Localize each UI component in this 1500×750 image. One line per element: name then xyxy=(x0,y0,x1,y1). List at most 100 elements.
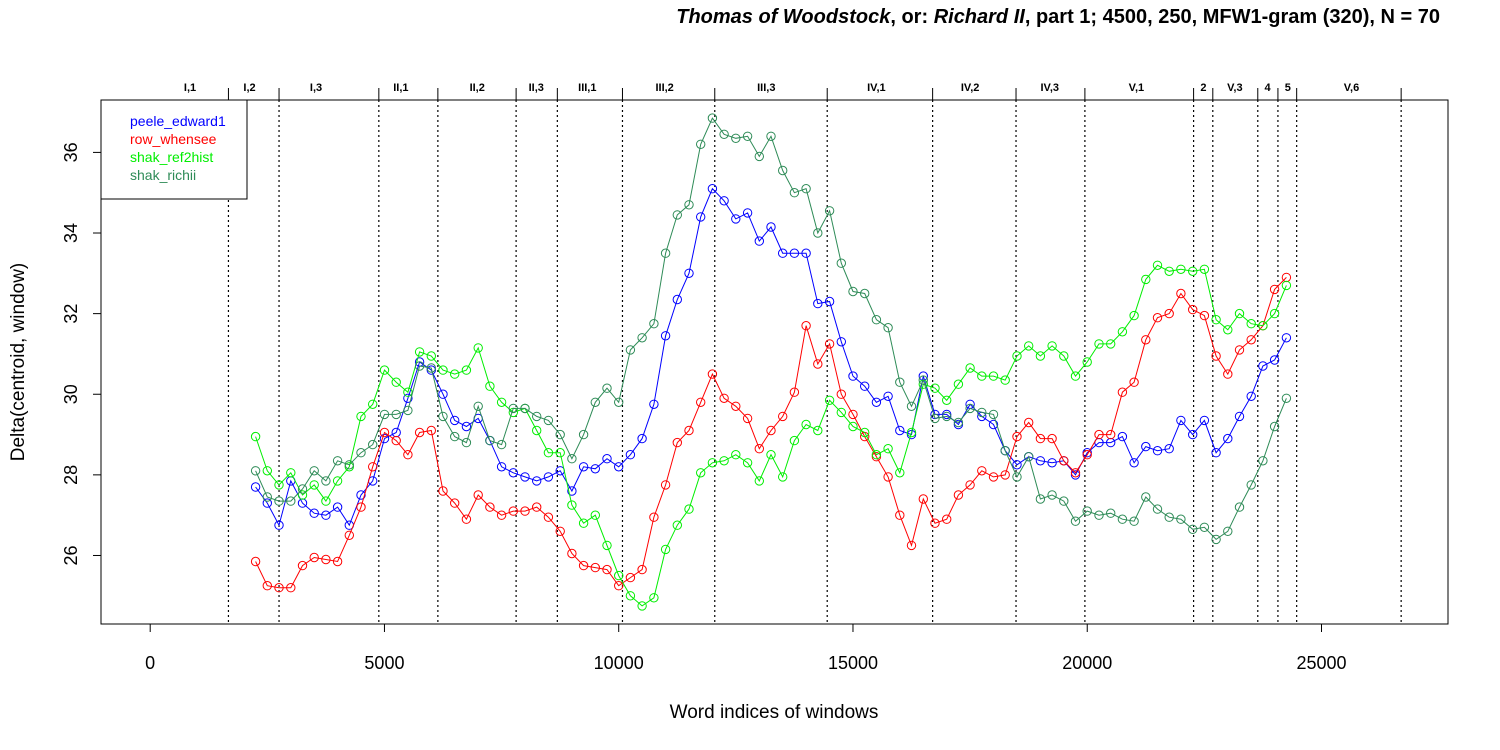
data-point xyxy=(450,415,460,426)
data-point xyxy=(965,480,975,490)
data-point xyxy=(485,381,495,391)
data-point xyxy=(1117,387,1128,397)
data-point xyxy=(1059,456,1069,466)
data-point xyxy=(274,520,284,530)
data-point xyxy=(625,572,636,583)
series-line xyxy=(255,264,1287,607)
data-point xyxy=(1000,446,1010,456)
data-point xyxy=(1234,411,1245,422)
data-point xyxy=(1012,460,1022,470)
data-point xyxy=(1035,351,1046,361)
data-point xyxy=(403,405,413,416)
data-point xyxy=(508,468,518,478)
data-point xyxy=(391,409,401,420)
y-tick-label: 32 xyxy=(61,304,81,324)
data-point xyxy=(813,298,823,309)
data-point xyxy=(578,462,589,472)
data-point xyxy=(1199,415,1210,426)
data-point xyxy=(602,540,612,551)
data-point xyxy=(379,365,390,375)
data-point xyxy=(660,248,671,258)
scene-label: II,1 xyxy=(393,82,408,94)
data-point xyxy=(953,490,964,500)
data-point xyxy=(1281,272,1292,283)
data-point xyxy=(883,472,893,482)
data-point xyxy=(1141,274,1151,285)
data-point xyxy=(672,437,682,448)
data-point xyxy=(1129,377,1139,387)
series-line xyxy=(255,117,1287,541)
data-point xyxy=(426,363,436,373)
scene-label: III,1 xyxy=(578,82,596,94)
data-point xyxy=(1223,433,1233,444)
data-point xyxy=(1129,310,1139,321)
data-point xyxy=(1117,514,1128,524)
data-point xyxy=(965,363,975,373)
x-tick-label: 20000 xyxy=(1062,653,1112,673)
data-point xyxy=(1082,357,1092,367)
data-point xyxy=(1211,351,1221,361)
data-point xyxy=(766,222,776,232)
data-point xyxy=(930,383,940,393)
data-point xyxy=(344,460,354,470)
data-point xyxy=(250,431,261,442)
data-point xyxy=(625,591,636,601)
data-point xyxy=(953,379,964,389)
data-point xyxy=(1246,335,1256,345)
scene-label: II,2 xyxy=(470,82,485,94)
data-point xyxy=(590,510,600,520)
data-point xyxy=(321,496,331,506)
data-point xyxy=(660,480,671,490)
data-point xyxy=(403,387,413,397)
data-point xyxy=(824,296,835,307)
x-axis-label: Word indices of windows xyxy=(670,702,879,723)
data-point xyxy=(766,425,776,436)
data-point xyxy=(895,425,905,436)
data-point xyxy=(473,490,483,500)
plot-frame xyxy=(100,99,1449,625)
data-point xyxy=(567,486,577,496)
data-point xyxy=(602,454,612,464)
data-point xyxy=(930,413,940,424)
data-point xyxy=(895,377,905,387)
data-point xyxy=(368,439,378,450)
data-point xyxy=(356,411,366,422)
data-point xyxy=(286,496,296,506)
x-tick-label: 0 xyxy=(145,653,155,673)
legend-box xyxy=(100,99,248,200)
data-point xyxy=(321,510,331,520)
data-point xyxy=(965,403,975,414)
data-point xyxy=(1047,458,1057,468)
data-point xyxy=(473,401,483,411)
data-point xyxy=(1234,308,1245,319)
data-point xyxy=(731,450,741,460)
data-point xyxy=(262,466,272,476)
data-point xyxy=(824,206,835,216)
title-connector: , or: xyxy=(890,6,934,28)
series-shak_richii xyxy=(250,113,1292,545)
chart-title: Thomas of Woodstock, or: Richard II, par… xyxy=(676,6,1440,29)
data-point xyxy=(754,444,764,454)
data-point xyxy=(1082,450,1092,460)
data-point xyxy=(321,476,331,486)
data-point xyxy=(555,526,565,536)
data-point xyxy=(578,560,589,571)
data-point xyxy=(1047,433,1057,444)
data-point xyxy=(625,450,636,460)
data-point xyxy=(848,371,858,381)
y-tick-label: 28 xyxy=(61,465,81,485)
data-point xyxy=(473,343,483,353)
data-point xyxy=(414,347,425,357)
data-point xyxy=(1024,417,1034,428)
data-point xyxy=(1258,321,1268,331)
data-point xyxy=(918,494,928,504)
data-point xyxy=(461,437,472,448)
data-point xyxy=(297,490,308,500)
data-point xyxy=(508,403,518,414)
data-point xyxy=(637,433,647,444)
data-point xyxy=(742,131,753,142)
data-point xyxy=(860,288,870,299)
y-tick-label: 36 xyxy=(61,142,81,162)
data-point xyxy=(801,419,811,430)
data-point xyxy=(379,427,390,438)
